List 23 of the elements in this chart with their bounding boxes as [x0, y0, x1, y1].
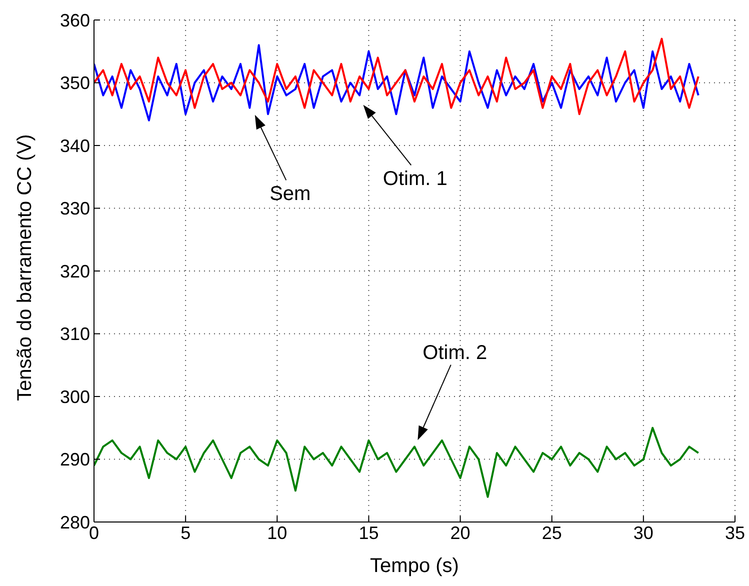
y-tick-label: 340: [60, 136, 90, 156]
y-tick-label: 310: [60, 324, 90, 344]
y-tick-label: 350: [60, 73, 90, 94]
x-tick-label: 35: [724, 522, 746, 543]
x-tick-label: 5: [180, 522, 191, 543]
x-tick-label: 0: [88, 522, 100, 543]
x-tick-label: 25: [542, 522, 562, 543]
y-tick-label: 290: [60, 450, 90, 470]
annotation: Otim. 1: [382, 168, 448, 190]
x-tick-label: 20: [450, 522, 470, 543]
annotation: Otim. 2: [422, 342, 488, 364]
x-tick-label: 15: [358, 522, 379, 543]
y-tick-label: 300: [60, 386, 90, 407]
x-tick-label: 30: [633, 522, 654, 543]
y-tick-label: 280: [60, 512, 90, 532]
y-tick-label: 330: [60, 198, 90, 219]
x-axis-title: Tempo (s): [370, 555, 459, 577]
y-tick-label: 320: [60, 261, 90, 282]
y-tick-label: 360: [60, 10, 90, 30]
y-axis-title: Tensão do barramento CC (V): [14, 134, 36, 401]
annotation: Sem: [270, 183, 311, 206]
line-series: [94, 426, 700, 498]
x-tick-label: 10: [267, 522, 288, 543]
